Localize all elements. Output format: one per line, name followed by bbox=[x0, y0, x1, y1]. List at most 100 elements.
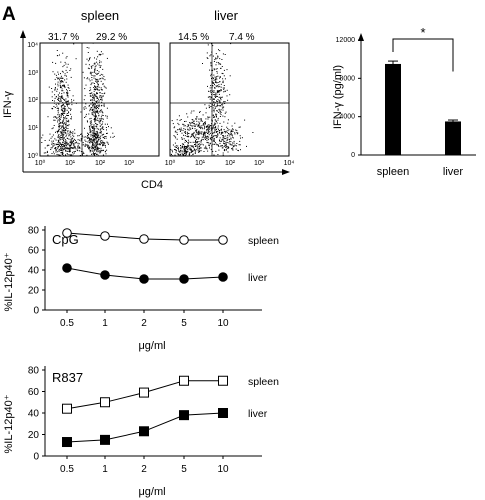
flow-event bbox=[223, 146, 225, 147]
flow-event bbox=[240, 149, 241, 151]
flow-event bbox=[222, 137, 224, 139]
flow-event bbox=[53, 106, 55, 107]
flow-event bbox=[62, 52, 64, 54]
flow-event bbox=[66, 170, 67, 171]
flow-event bbox=[61, 133, 63, 135]
flow-event bbox=[227, 146, 229, 148]
y-tick-label: 80 bbox=[28, 366, 40, 377]
flow-event bbox=[65, 108, 67, 110]
flow-event bbox=[54, 89, 56, 91]
x-tick-label: 10 bbox=[217, 464, 229, 475]
flow-event bbox=[51, 147, 53, 149]
flow-event bbox=[213, 103, 215, 105]
flow-event bbox=[87, 144, 89, 146]
flow-events-liver bbox=[170, 43, 254, 156]
flow-xtick-spleen-0: 10⁰ bbox=[35, 159, 46, 167]
flow-event bbox=[97, 135, 99, 137]
flow-event bbox=[70, 144, 72, 146]
flow-event bbox=[94, 112, 96, 114]
flow-event bbox=[213, 83, 215, 84]
flow-event bbox=[91, 148, 93, 150]
flow-event bbox=[202, 63, 203, 64]
flow-event bbox=[181, 137, 183, 139]
flow-event bbox=[217, 91, 219, 93]
flow-event bbox=[97, 104, 99, 106]
flow-event bbox=[91, 123, 93, 125]
flow-event bbox=[199, 147, 201, 149]
flow-event bbox=[223, 88, 225, 90]
flow-event bbox=[214, 108, 216, 109]
flow-event bbox=[214, 135, 216, 137]
flow-event bbox=[227, 138, 229, 140]
flow-event bbox=[205, 136, 207, 137]
flow-event bbox=[215, 97, 217, 98]
flow-event bbox=[65, 148, 67, 150]
flow-event bbox=[203, 122, 205, 124]
y-tick-label: 20 bbox=[28, 286, 40, 297]
flow-event bbox=[212, 136, 214, 138]
flow-event bbox=[100, 116, 102, 118]
flow-event bbox=[95, 111, 97, 113]
flow-event bbox=[221, 132, 222, 134]
flow-title-spleen: spleen bbox=[81, 8, 119, 23]
flow-event bbox=[91, 168, 92, 169]
flow-event bbox=[96, 149, 98, 151]
flow-event bbox=[100, 149, 102, 151]
flow-event bbox=[191, 151, 193, 152]
flow-ytick-spleen-0: 10⁰ bbox=[27, 152, 38, 160]
flow-event bbox=[216, 96, 218, 97]
flow-event bbox=[86, 58, 88, 60]
flow-event bbox=[232, 137, 234, 139]
flow-event bbox=[185, 147, 187, 149]
flow-event bbox=[194, 152, 196, 154]
data-point-spleen bbox=[62, 228, 72, 238]
flow-event bbox=[106, 149, 108, 151]
flow-event bbox=[98, 104, 100, 106]
flow-event bbox=[193, 136, 195, 137]
flow-event bbox=[174, 149, 175, 150]
flow-event bbox=[199, 126, 201, 128]
flow-event bbox=[57, 97, 59, 99]
flow-event bbox=[90, 162, 91, 163]
flow-event bbox=[103, 103, 105, 105]
flow-event bbox=[57, 136, 59, 138]
flow-event bbox=[69, 148, 71, 150]
flow-event bbox=[89, 87, 91, 89]
flow-event bbox=[100, 97, 102, 99]
flow-event bbox=[183, 144, 185, 145]
flow-event bbox=[62, 149, 64, 151]
flow-event bbox=[212, 151, 214, 152]
flow-event bbox=[82, 153, 83, 155]
flow-event bbox=[206, 139, 208, 141]
flow-event bbox=[100, 120, 102, 122]
flow-event bbox=[63, 127, 65, 129]
flow-event bbox=[102, 154, 104, 156]
flow-event bbox=[52, 145, 54, 147]
flow-ytick-spleen-3: 10³ bbox=[28, 70, 39, 77]
flow-event bbox=[220, 90, 222, 92]
flow-event bbox=[101, 89, 103, 91]
flow-event bbox=[186, 135, 188, 137]
flow-event bbox=[98, 155, 100, 156]
flow-event bbox=[221, 105, 223, 107]
flow-event bbox=[60, 75, 62, 77]
flow-event bbox=[96, 70, 98, 71]
y-tick-label: 0 bbox=[33, 452, 39, 463]
flow-event bbox=[211, 134, 213, 136]
flow-event bbox=[92, 142, 93, 144]
flow-event bbox=[66, 114, 68, 116]
flow-event bbox=[212, 127, 214, 129]
flow-event bbox=[183, 149, 185, 151]
flow-event bbox=[87, 132, 88, 134]
flow-event bbox=[224, 116, 226, 118]
flow-event bbox=[95, 80, 97, 82]
flow-event bbox=[195, 140, 196, 142]
flow-event bbox=[93, 135, 95, 137]
flow-event bbox=[202, 124, 204, 126]
flow-event bbox=[80, 111, 82, 113]
flow-event bbox=[193, 131, 195, 133]
flow-event bbox=[53, 153, 55, 155]
flow-event bbox=[227, 151, 229, 153]
flow-event bbox=[91, 126, 93, 128]
flow-event bbox=[97, 134, 99, 136]
